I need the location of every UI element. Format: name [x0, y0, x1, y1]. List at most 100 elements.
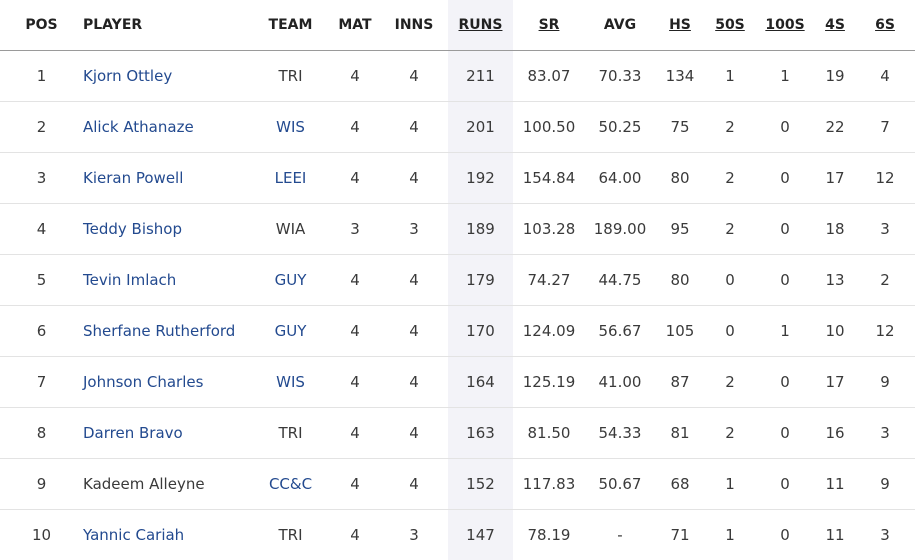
cell-runs: 211 [448, 51, 513, 102]
cell-50s: 2 [705, 153, 755, 204]
cell-inns-value: 4 [409, 169, 419, 187]
cell-pos-value: 8 [37, 424, 47, 442]
cell-runs: 152 [448, 459, 513, 510]
cell-pos-value: 7 [37, 373, 47, 391]
team-name[interactable]: LEEI [275, 169, 307, 187]
cell-hs-value: 75 [670, 118, 689, 136]
player-name-link[interactable]: Sherfane Rutherford [83, 322, 235, 340]
cell-runs-value: 201 [466, 118, 495, 136]
cell-4s-value: 11 [825, 475, 844, 493]
col-header-inns: INNS [380, 0, 448, 51]
player-name-link[interactable]: Tevin Imlach [83, 271, 176, 289]
cell-4s: 22 [815, 102, 855, 153]
cell-team: TRI [251, 51, 330, 102]
cell-hs: 105 [655, 306, 705, 357]
col-header-hs[interactable]: HS [655, 0, 705, 51]
team-name[interactable]: WIS [276, 118, 305, 136]
cell-avg-value: 44.75 [599, 271, 642, 289]
cell-sr: 100.50 [513, 102, 585, 153]
player-name-link[interactable]: Teddy Bishop [83, 220, 182, 238]
cell-inns-value: 4 [409, 67, 419, 85]
cell-100s: 0 [755, 357, 815, 408]
cell-pos-value: 5 [37, 271, 47, 289]
cell-6s-value: 3 [880, 526, 890, 544]
col-header-6s[interactable]: 6S [855, 0, 915, 51]
cell-4s-value: 11 [825, 526, 844, 544]
cell-pos: 5 [0, 255, 83, 306]
cell-sr: 125.19 [513, 357, 585, 408]
col-header-runs[interactable]: RUNS [448, 0, 513, 51]
team-name: TRI [278, 526, 302, 544]
cell-6s: 12 [855, 153, 915, 204]
cell-hs: 81 [655, 408, 705, 459]
cell-6s-value: 9 [880, 373, 890, 391]
cell-mat-value: 4 [350, 424, 360, 442]
cell-mat-value: 4 [350, 322, 360, 340]
cell-pos-value: 9 [37, 475, 47, 493]
player-name-link[interactable]: Yannic Cariah [83, 526, 184, 544]
cell-inns-value: 4 [409, 475, 419, 493]
team-name[interactable]: WIS [276, 373, 305, 391]
cell-100s-value: 0 [780, 220, 790, 238]
cell-inns-value: 4 [409, 271, 419, 289]
cell-6s: 3 [855, 408, 915, 459]
cell-runs-value: 164 [466, 373, 495, 391]
player-name-link[interactable]: Kjorn Ottley [83, 67, 172, 85]
cell-team: GUY [251, 255, 330, 306]
col-header-sr[interactable]: SR [513, 0, 585, 51]
cell-sr: 78.19 [513, 510, 585, 560]
cell-runs-value: 152 [466, 475, 495, 493]
cell-runs-value: 211 [466, 67, 495, 85]
cell-hs-value: 105 [666, 322, 695, 340]
cell-inns-value: 3 [409, 220, 419, 238]
cell-runs-value: 189 [466, 220, 495, 238]
cell-100s-value: 0 [780, 118, 790, 136]
cell-inns-value: 4 [409, 373, 419, 391]
col-header-50s[interactable]: 50S [705, 0, 755, 51]
cell-6s-value: 3 [880, 424, 890, 442]
cell-inns: 4 [380, 255, 448, 306]
player-name-link[interactable]: Johnson Charles [83, 373, 203, 391]
cell-hs: 80 [655, 153, 705, 204]
cell-player: Johnson Charles [83, 357, 251, 408]
cell-inns-value: 4 [409, 322, 419, 340]
cell-hs-value: 68 [670, 475, 689, 493]
cell-sr-value: 83.07 [528, 67, 571, 85]
col-header-4s[interactable]: 4S [815, 0, 855, 51]
cell-6s-value: 2 [880, 271, 890, 289]
cell-sr-value: 154.84 [523, 169, 576, 187]
team-name[interactable]: CC&C [269, 475, 312, 493]
cell-hs-value: 95 [670, 220, 689, 238]
cell-runs: 201 [448, 102, 513, 153]
cell-50s: 2 [705, 357, 755, 408]
team-name[interactable]: GUY [275, 271, 307, 289]
player-name-link[interactable]: Alick Athanaze [83, 118, 194, 136]
cell-4s-value: 10 [825, 322, 844, 340]
cell-runs: 163 [448, 408, 513, 459]
cell-4s-value: 22 [825, 118, 844, 136]
cell-6s: 9 [855, 357, 915, 408]
cell-50s-value: 2 [725, 169, 735, 187]
cell-inns: 4 [380, 51, 448, 102]
cell-100s-value: 1 [780, 322, 790, 340]
cell-team: CC&C [251, 459, 330, 510]
cell-50s-value: 2 [725, 373, 735, 391]
team-name[interactable]: GUY [275, 322, 307, 340]
col-header-100s[interactable]: 100S [755, 0, 815, 51]
player-name-link[interactable]: Kieran Powell [83, 169, 183, 187]
player-name-link[interactable]: Darren Bravo [83, 424, 183, 442]
cell-6s: 4 [855, 51, 915, 102]
cell-pos: 9 [0, 459, 83, 510]
cell-player: Kieran Powell [83, 153, 251, 204]
cell-4s: 17 [815, 357, 855, 408]
cell-6s-value: 4 [880, 67, 890, 85]
cell-inns: 4 [380, 459, 448, 510]
cell-pos: 8 [0, 408, 83, 459]
cell-runs-value: 179 [466, 271, 495, 289]
col-header-avg: AVG [585, 0, 655, 51]
cell-avg: 50.67 [585, 459, 655, 510]
